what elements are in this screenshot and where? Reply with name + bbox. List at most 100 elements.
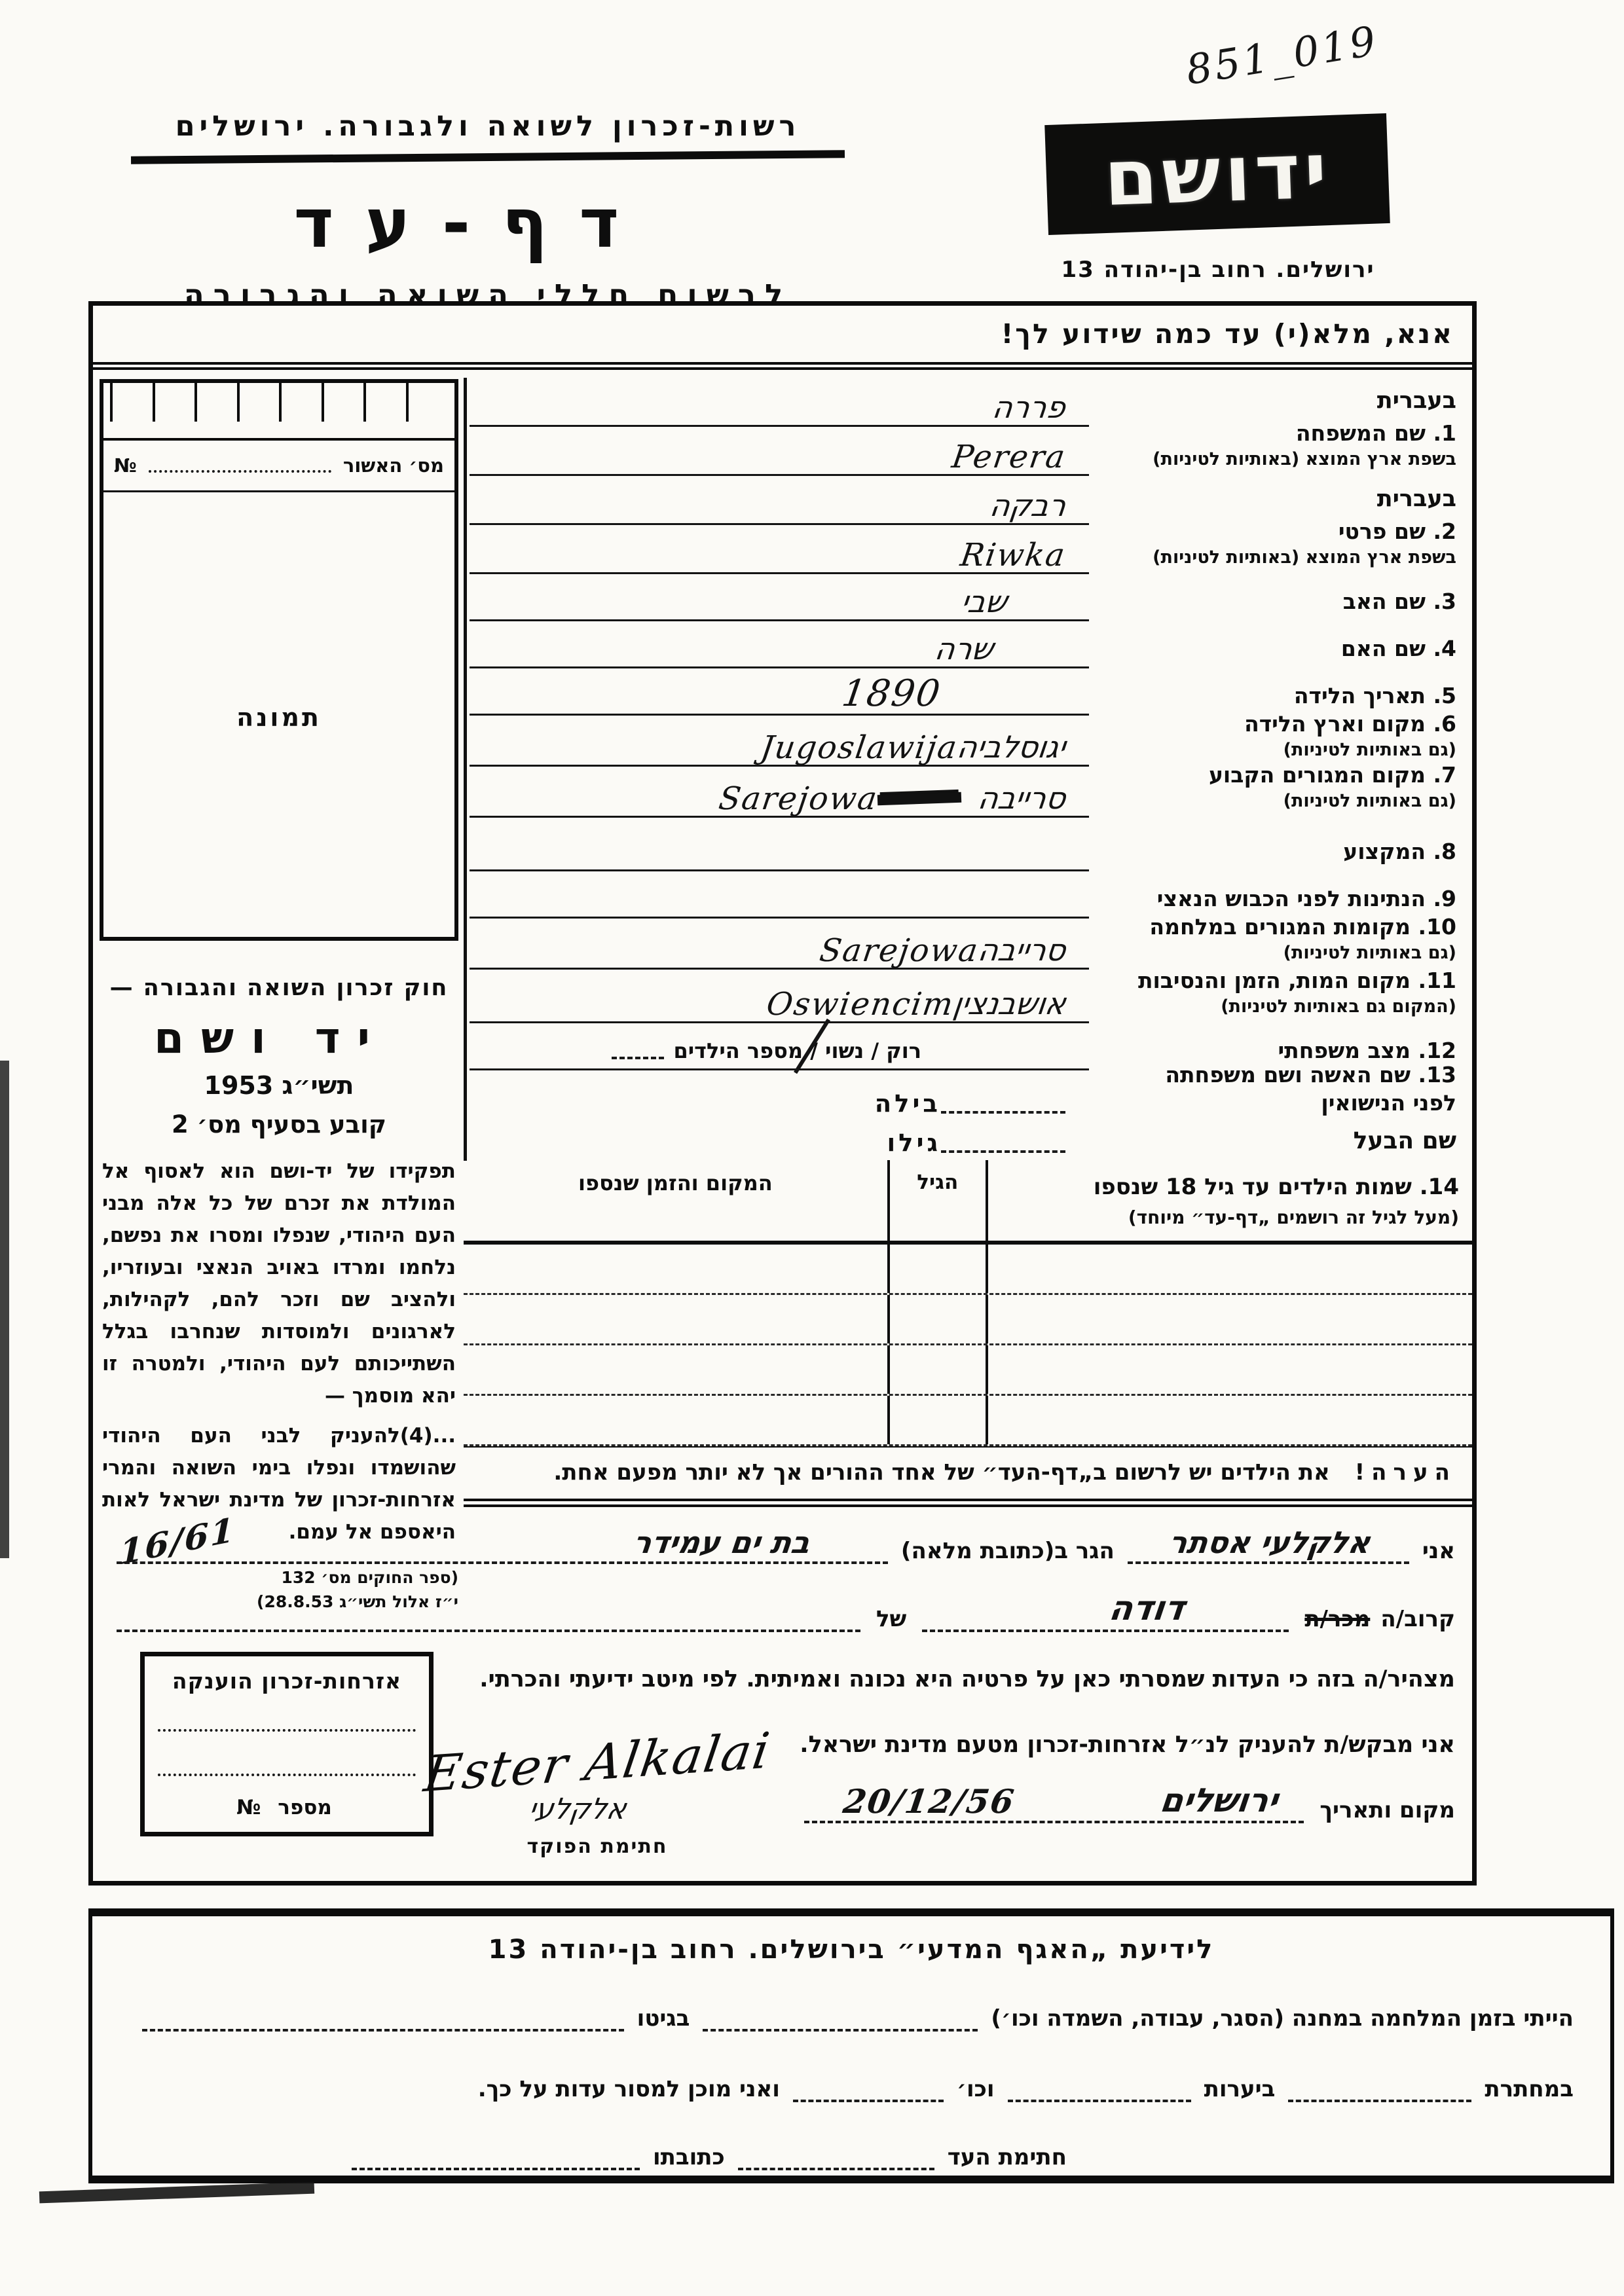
- field-label: 5. תאריך הלידה: [1293, 683, 1456, 709]
- law-intro: חוק זכרון השואה והגבורה —: [109, 975, 449, 1001]
- field-label: 4. שם האם: [1340, 636, 1456, 662]
- note-text: את הילדים יש לרשום ב„דף-העד״ של אחד ההור…: [553, 1459, 1330, 1485]
- ready-to-testify: ואני מוכן למסור עדות על כך.: [477, 2076, 780, 2102]
- certificate-number-blank: [148, 452, 331, 473]
- page-title: דף-עד: [293, 183, 651, 263]
- children-table-title: 14. שמות הילדים עד גיל 18 שנספו: [1093, 1174, 1459, 1200]
- answer-line: סרייבה Sarejowa: [470, 767, 1089, 818]
- ghetto-label: בגיטו: [637, 2005, 690, 2032]
- field-label-cont: לפני הנישואין: [1321, 1090, 1456, 1116]
- place-date-line: מקום ותאריך ירושלים 20/12/56: [787, 1781, 1472, 1823]
- children-count-blank: [612, 1057, 665, 1059]
- place-date-blank: ירושלים 20/12/56: [804, 1781, 1304, 1823]
- fill-instruction: אנא, מלא(י) עד כמה שידוע לך!: [93, 306, 1472, 370]
- field-father-name: 3. שם האב שבי: [470, 574, 1472, 621]
- answer-line: Riwka: [470, 525, 1089, 574]
- answer-line: סרייבה Sarejowa: [470, 919, 1089, 970]
- signature-block: Ester Alkalai אלקלעי חתימת הפוקד: [388, 1721, 807, 1858]
- page-subtitle: לרשום חללי השואה והגבורה: [183, 278, 792, 312]
- ghetto-blank: [142, 1999, 624, 2032]
- children-table-header: 14. שמות הילדים עד גיל 18 שנספו (מעל לגי…: [464, 1160, 1472, 1245]
- handwritten-death-place-latin: Oswiencim: [764, 986, 957, 1023]
- witness-address-blank: בת ים עמידר 16/61: [117, 1510, 888, 1573]
- field-label: 7. מקום המגורים הקבוע: [1208, 762, 1456, 788]
- field-label: 3. שם האב: [1342, 589, 1456, 615]
- table-row: [464, 1295, 1472, 1345]
- photo-placeholder: תמונה: [236, 703, 322, 732]
- crossed-out-scribble: [877, 792, 962, 806]
- yad-vashem-logo: ידושם: [1044, 113, 1390, 236]
- place-date-label: מקום ותאריך: [1320, 1797, 1455, 1823]
- handwritten-birth-year: 1890: [840, 672, 944, 715]
- i-label: אני: [1422, 1538, 1455, 1564]
- handwritten-death-place-hebrew: אושבנצין: [951, 986, 1069, 1021]
- answer-line: רוק / נשוי / מספר הילדים: [470, 1018, 1089, 1074]
- children-note: הערה! את הילדים יש לרשום ב„דף-העד״ של אח…: [464, 1446, 1472, 1507]
- fields-region: בעברית 1. שם המשפחה בשפת ארץ המוצא (באות…: [470, 378, 1472, 1162]
- handwritten-date: 20/12/56: [841, 1782, 1018, 1821]
- witness-signature-line: חתימת העד כתובתו: [92, 2138, 1610, 2170]
- citizenship-grant-box: אזרחות-זכרון הוענקה מספר №: [140, 1652, 434, 1836]
- field-wife-name: 13. שם האשה ושם משפחתה לפני הנישואין ביל…: [470, 1062, 1472, 1123]
- section-title: לידיעת „האגף המדעי״ בירושלים. רחוב בן-יה…: [488, 1935, 1215, 1965]
- field-family-name: בעברית 1. שם המשפחה בשפת ארץ המוצא (באות…: [470, 378, 1472, 476]
- underground-blank: [1288, 2069, 1472, 2102]
- law-name: יד ושם: [154, 1013, 387, 1063]
- forests-blank: [1007, 2069, 1191, 2102]
- of-label: של: [876, 1606, 907, 1632]
- masthead-rule: [130, 150, 845, 164]
- field-sublabel: (גם באותיות לטיניות): [1283, 739, 1456, 760]
- field-sublabel: (המקום גם באותיות לטיניות): [1221, 996, 1456, 1017]
- answer-line: Perera: [470, 427, 1089, 476]
- field-heading: בעברית: [1376, 387, 1456, 414]
- field-label: 10. מקומות המגורים במלחמה: [1149, 914, 1456, 940]
- handwritten-father-name: שבי: [959, 584, 1010, 619]
- field-profession: 8. המקצוע: [470, 818, 1472, 871]
- field-heading: בעברית: [1376, 485, 1456, 512]
- table-row: [464, 1345, 1472, 1396]
- handwritten-family-name-latin: Perera: [949, 439, 1069, 475]
- field-sublabel: (גם באותיות לטיניות): [1283, 942, 1456, 963]
- field-first-name: בעברית 2. שם פרטי בשפת ארץ המוצא (באותיו…: [470, 476, 1472, 574]
- answer-line: יגוסלביה Jugoslawija: [470, 716, 1089, 767]
- etc-blank: [792, 2069, 944, 2102]
- field-label: 12. מצב משפחתי: [1278, 1038, 1456, 1064]
- testimony-form: אנא, מלא(י) עד כמה שידוע לך! מס׳ האשור №…: [88, 301, 1477, 1886]
- answer-line: בילה: [470, 1070, 1089, 1123]
- clerk-signature-label: חתימת הפוקד: [526, 1835, 668, 1858]
- grant-number-row: מספר №: [158, 1796, 416, 1819]
- witness-identity-line: אני אלקלעי אסתר הגר ב(כתובת מלאה) בת ים …: [100, 1510, 1472, 1573]
- law-body: תפקידו של יד-ושם הוא לאסוף אל המולדת את …: [102, 1159, 456, 1408]
- relation-blank: דודה: [922, 1589, 1289, 1632]
- underground-line: במחתרת ביערות וכו׳ ואני מוכן למסור עדות …: [92, 2069, 1610, 2102]
- answer-line: אושבנצין Oswiencim: [470, 970, 1089, 1023]
- citizenship-request: אני מבקש/ת להעניק לנ״ל אזרחות-זכרון מטעם…: [800, 1732, 1455, 1758]
- witness-signature-hebrew: אלקלעי: [526, 1793, 629, 1826]
- field-label: 6. מקום וארץ הלידה: [1244, 711, 1456, 737]
- handwritten-residence-hebrew: סרייבה: [976, 780, 1069, 816]
- handwritten-birth-place-hebrew: יגוסלביה: [955, 729, 1069, 765]
- handwritten-birth-place-latin: Jugoslawija: [758, 729, 961, 766]
- etc-label: וכו׳: [956, 2076, 995, 2102]
- camp-label: הייתי בזמן המלחמה במחנה (הסגר, עבודה, הש…: [991, 2005, 1574, 2032]
- grant-blank: [158, 1694, 416, 1732]
- field-citizenship: 9. הנתינות לפני הכבוש הנאצי: [470, 871, 1472, 919]
- residence-label: הגר ב(כתובת מלאה): [900, 1538, 1115, 1564]
- certificate-number-row: מס׳ האשור №: [103, 441, 454, 492]
- field-sublabel: בשפת ארץ המוצא (באותיות לטיניות): [1153, 547, 1456, 568]
- handwritten-place: ירושלים: [1158, 1781, 1281, 1819]
- field-birth-date: 5. תאריך הלידה 1890: [470, 668, 1472, 716]
- family-status-options: רוק / נשוי / מספר הילדים: [673, 1038, 921, 1063]
- handwritten-first-name-latin: Riwka: [957, 537, 1069, 574]
- field-label: 1. שם המשפחה: [1295, 420, 1456, 446]
- relation-line: קרוב/ה מכר/ת דודה של: [100, 1589, 1472, 1632]
- photo-box: מס׳ האשור № תמונה: [100, 379, 458, 941]
- related-person-blank: [117, 1592, 860, 1632]
- law-year: תשי״ג 1953: [204, 1071, 354, 1100]
- handwritten-residence-latin: Sarejowa: [716, 780, 881, 817]
- grant-blank: [158, 1732, 416, 1776]
- grant-box-title: אזרחות-זכרון הוענקה: [172, 1668, 402, 1694]
- field-mother-name: 4. שם האם שרה: [470, 621, 1472, 668]
- number-symbol: №: [114, 454, 137, 477]
- field-label: 11. מקום המות, הזמן והנסיבות: [1137, 968, 1456, 994]
